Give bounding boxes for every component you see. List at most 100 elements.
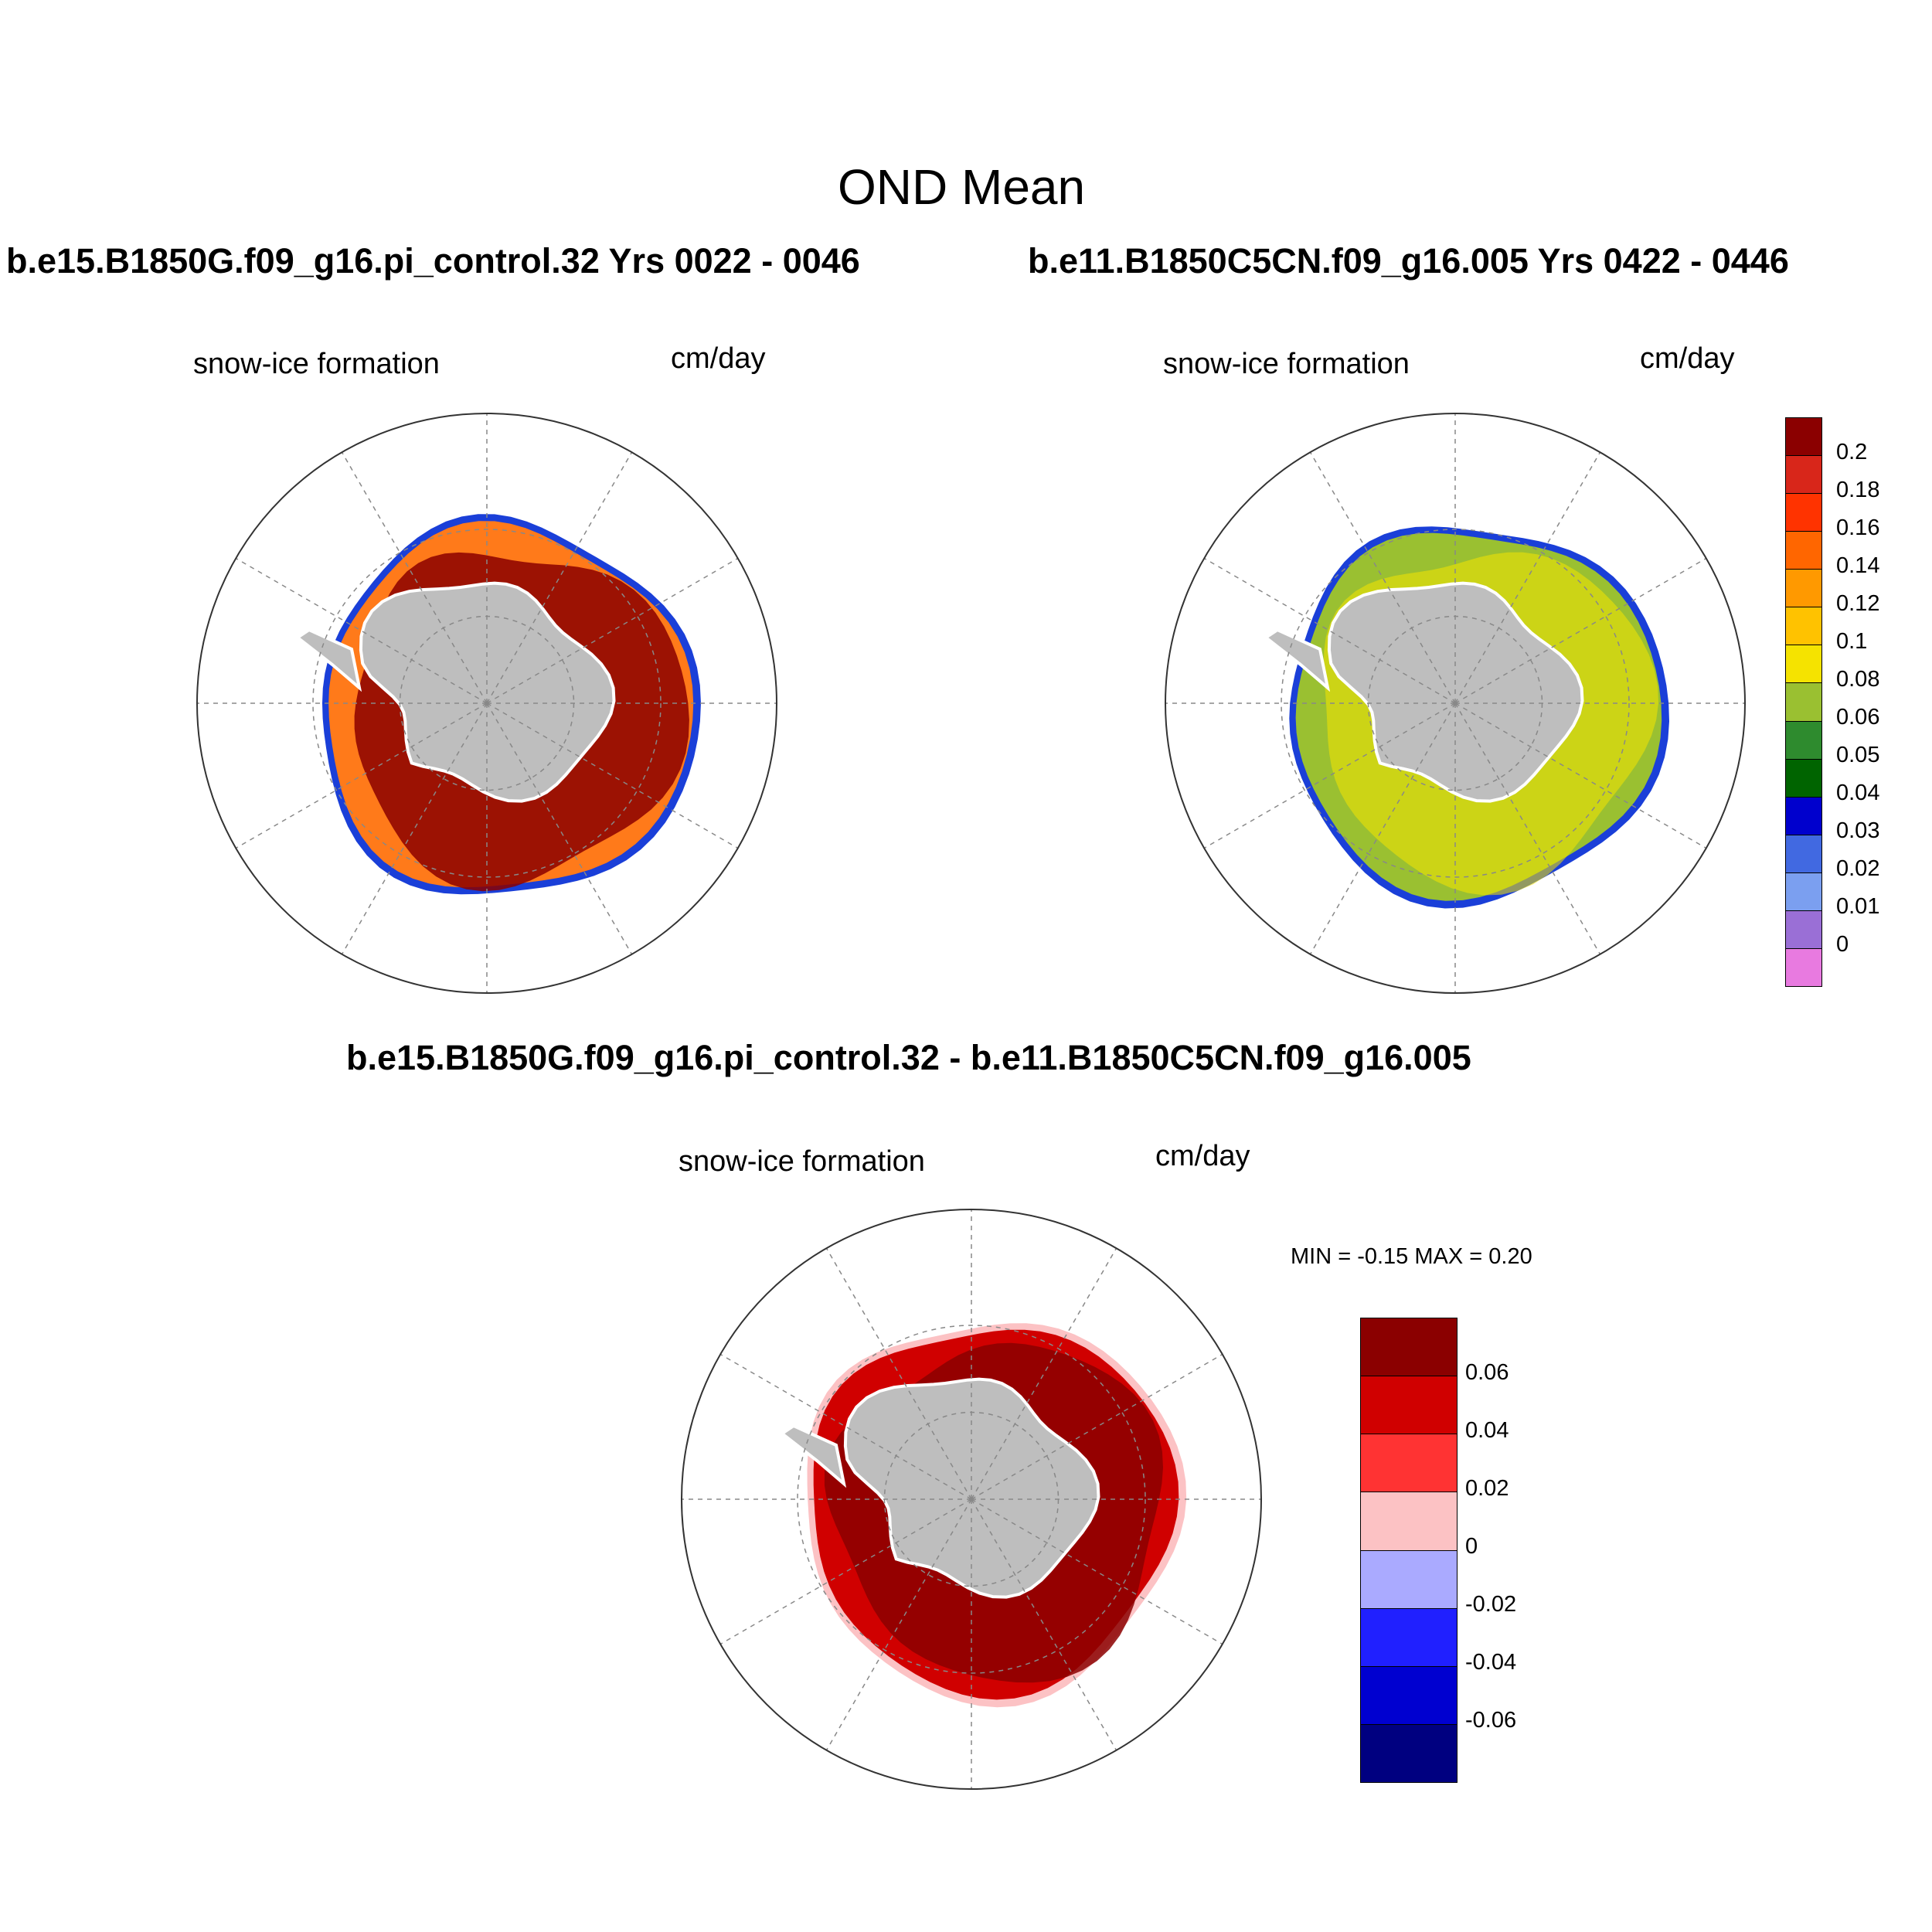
- colorbar-swatch: [1786, 418, 1821, 457]
- colorbar-diff-labels: 0.06 0.04 0.02 0 -0.02 -0.04 -0.06: [1461, 1318, 1546, 1781]
- colorbar-tick-label: -0.06: [1465, 1708, 1517, 1733]
- diff-min-max: MIN = -0.15 MAX = 0.20: [1291, 1244, 1532, 1269]
- colorbar-swatch: [1361, 1376, 1457, 1435]
- colorbar-tick-label: 0.04: [1836, 781, 1880, 805]
- colorbar-swatch: [1786, 494, 1821, 532]
- colorbar-swatch: [1786, 721, 1821, 760]
- colorbar-swatch: [1786, 759, 1821, 798]
- colorbar-tick-label: 0.02: [1836, 856, 1880, 881]
- meridian-line: [1454, 557, 1707, 704]
- meridian-line: [1454, 702, 1601, 955]
- parallel-circle: [399, 615, 575, 791]
- parallel-circle: [312, 529, 662, 878]
- colorbar-tick-label: 0.18: [1836, 478, 1880, 502]
- colorbar-swatch: [1786, 872, 1821, 911]
- colorbar-tick-label: 0.04: [1465, 1418, 1509, 1443]
- panel1-graticule: [197, 413, 777, 993]
- colorbar-tick-label: 0.05: [1836, 743, 1880, 767]
- panel1-map-border: [196, 413, 777, 994]
- panel1-variable-label: snow-ice formation: [193, 348, 440, 380]
- meridian-line: [971, 1498, 1117, 1751]
- meridian-line: [486, 702, 633, 955]
- colorbar-swatch: [1786, 645, 1821, 684]
- panel1-polar-map: [196, 413, 777, 994]
- panel1-units-label: cm/day: [671, 342, 766, 375]
- meridian-line: [971, 1247, 1117, 1500]
- colorbar-tick-label: 0.02: [1465, 1476, 1509, 1501]
- colorbar-diff: [1360, 1318, 1458, 1783]
- colorbar-tick-label: 0: [1465, 1534, 1478, 1559]
- parallel-circle: [797, 1325, 1146, 1674]
- diff-graticule: [682, 1209, 1261, 1789]
- colorbar-swatch: [1361, 1666, 1457, 1725]
- meridian-line: [235, 702, 488, 849]
- meridian-line: [1454, 451, 1601, 704]
- meridian-line: [1309, 702, 1456, 955]
- colorbar-tick-label: -0.04: [1465, 1650, 1517, 1675]
- meridian-line: [719, 1498, 972, 1645]
- parallel-circle: [1281, 529, 1630, 878]
- meridian-line: [341, 702, 488, 955]
- colorbar-swatch: [1786, 683, 1821, 722]
- diff-case-title: b.e15.B1850G.f09_g16.pi_control.32 - b.e…: [346, 1038, 1471, 1077]
- colorbar-swatch: [1361, 1492, 1457, 1551]
- colorbar-tick-label: 0.08: [1836, 667, 1880, 692]
- colorbar-swatch: [1786, 835, 1821, 873]
- colorbar-swatch: [1786, 797, 1821, 835]
- colorbar-tick-label: 0.06: [1836, 705, 1880, 730]
- panel2-graticule: [1165, 413, 1745, 993]
- meridian-line: [1203, 702, 1456, 849]
- meridian-line: [825, 1247, 972, 1500]
- colorbar-swatch: [1786, 607, 1821, 646]
- diff-variable-label: snow-ice formation: [679, 1145, 925, 1178]
- figure-title: OND Mean: [838, 159, 1086, 215]
- meridian-line: [1309, 451, 1456, 704]
- colorbar-tick-label: 0.06: [1465, 1360, 1509, 1385]
- colorbar-swatch: [1786, 948, 1821, 986]
- colorbar-tick-label: 0.12: [1836, 591, 1880, 616]
- colorbar-swatch: [1786, 532, 1821, 570]
- colorbar-tick-label: 0: [1836, 932, 1849, 957]
- colorbar-swatch: [1786, 456, 1821, 495]
- meridian-line: [1203, 557, 1456, 704]
- parallel-circle: [1367, 615, 1543, 791]
- meridian-line: [719, 1353, 972, 1500]
- colorbar-swatch: [1786, 570, 1821, 608]
- colorbar-tick-label: 0.1: [1836, 629, 1868, 654]
- meridian-line: [971, 1498, 1223, 1645]
- diff-polar-map: [681, 1209, 1262, 1790]
- panel2-units-label: cm/day: [1640, 342, 1735, 375]
- meridian-line: [1454, 702, 1707, 849]
- colorbar-swatch: [1361, 1608, 1457, 1667]
- meridian-line: [486, 702, 739, 849]
- meridian-line: [825, 1498, 972, 1751]
- diff-antarctica-land: [779, 1377, 1100, 1599]
- diff-map-border: [681, 1209, 1262, 1790]
- panel1-case-title: b.e15.B1850G.f09_g16.pi_control.32 Yrs 0…: [6, 241, 860, 281]
- panel2-case-title: b.e11.B1850C5CN.f09_g16.005 Yrs 0422 - 0…: [1028, 241, 1789, 281]
- colorbar-swatch: [1786, 910, 1821, 949]
- meridian-line: [341, 451, 488, 704]
- colorbar-tick-label: 0.2: [1836, 440, 1868, 464]
- colorbar-tick-label: 0.01: [1836, 894, 1880, 919]
- meridian-line: [235, 557, 488, 704]
- panel2-antarctica-land: [1263, 581, 1584, 803]
- panel2-map-border: [1165, 413, 1746, 994]
- colorbar-swatch: [1361, 1724, 1457, 1782]
- panel2-variable-label: snow-ice formation: [1163, 348, 1410, 380]
- colorbar-swatch: [1361, 1434, 1457, 1493]
- colorbar-swatch: [1361, 1550, 1457, 1609]
- meridian-line: [486, 557, 739, 704]
- colorbar-tick-label: 0.16: [1836, 515, 1880, 540]
- diff-units-label: cm/day: [1155, 1140, 1250, 1172]
- meridian-line: [486, 451, 633, 704]
- panel1-antarctica-land: [294, 581, 616, 803]
- colorbar-tick-label: 0.14: [1836, 553, 1880, 578]
- colorbar-top-labels: 0.2 0.18 0.16 0.14 0.12 0.1 0.08 0.06 0.05 0.04 0.…: [1825, 417, 1887, 985]
- colorbar-tick-label: -0.02: [1465, 1592, 1517, 1617]
- colorbar-top: [1785, 417, 1822, 987]
- panel2-polar-map: [1165, 413, 1746, 994]
- colorbar-swatch: [1361, 1318, 1457, 1377]
- parallel-circle: [883, 1411, 1060, 1587]
- colorbar-tick-label: 0.03: [1836, 818, 1880, 843]
